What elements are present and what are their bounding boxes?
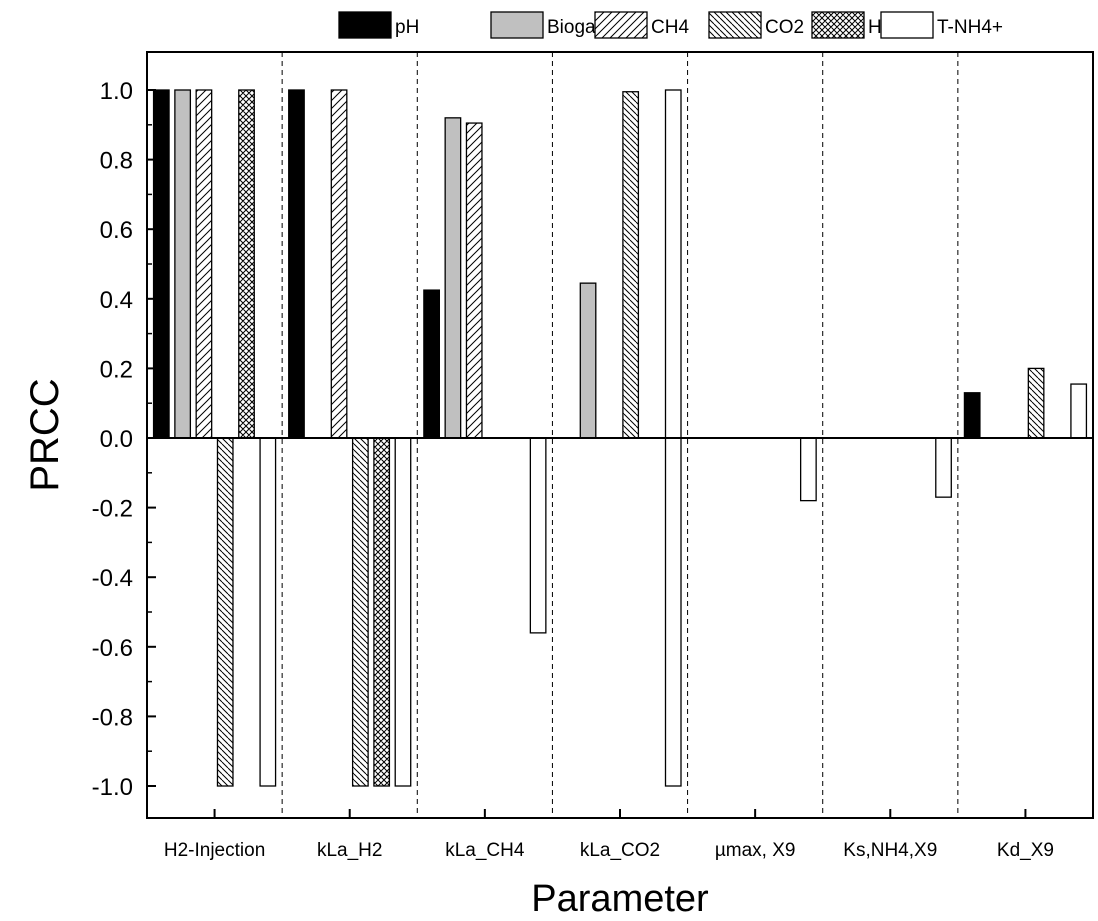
bar-ph: [423, 289, 441, 439]
bar-biogas: [444, 117, 462, 439]
bar-biogas: [579, 282, 597, 439]
x-tick-label: Kd_X9: [997, 840, 1054, 861]
x-tick-label: kLa_CH4: [445, 840, 525, 861]
x-tick-label: kLa_CO2: [580, 840, 660, 861]
legend-swatch: [490, 11, 544, 39]
y-tick-label: 0.0: [100, 426, 133, 453]
y-tick-label: 0.8: [100, 148, 133, 175]
y-tick-label: -0.8: [92, 704, 133, 731]
legend-label: T-NH4+: [937, 17, 1003, 38]
bars: [152, 89, 1088, 787]
bar-t-nh4-: [799, 437, 817, 502]
x-axis-title: Parameter: [531, 878, 709, 920]
bar-ph: [963, 392, 981, 439]
y-tick-label: 0.6: [100, 217, 133, 244]
bar-h2: [373, 437, 391, 787]
legend: pH Biogas CH4 CO2 H2 T-NH4+: [338, 11, 1003, 39]
y-axis-title: PRCC: [23, 378, 67, 491]
legend-label: pH: [395, 17, 419, 38]
bar-ch4: [330, 89, 348, 439]
legend-swatch: [338, 11, 392, 39]
bar-t-nh4-: [664, 89, 682, 439]
legend-swatch: [594, 11, 648, 39]
y-axis: -1.0 -0.8 -0.6 -0.4 -0.2 0.0 0.2 0.4 0.6 0.8 1.0: [92, 78, 156, 801]
legend-swatch: [811, 11, 865, 39]
bar-co2: [1027, 367, 1045, 439]
bar-t-nh4-: [935, 437, 952, 498]
bar-ph: [152, 89, 170, 439]
bar-t-nh4-: [529, 437, 547, 634]
legend-swatch: [708, 11, 762, 39]
legend-label: CH4: [651, 17, 689, 38]
bar-t-nh4-: [259, 437, 277, 787]
legend-swatch: [880, 11, 934, 39]
bar-co2: [216, 437, 234, 787]
x-tick-label: Ks,NH4,X9: [843, 840, 937, 861]
y-tick-label: -0.2: [92, 496, 133, 523]
bar-ch4: [195, 89, 213, 439]
bar-t-nh4-: [664, 437, 682, 787]
bar-h2: [238, 89, 255, 439]
x-tick-label: kLa_H2: [317, 840, 383, 861]
bar-t-nh4-: [1070, 383, 1088, 439]
y-tick-label: 0.2: [100, 356, 133, 383]
x-axis: H2-Injection kLa_H2 kLa_CH4 kLa_CO2 µmax, X9…: [164, 809, 1054, 861]
y-tick-label: -1.0: [92, 774, 133, 801]
x-tick-label: H2-Injection: [164, 840, 265, 861]
category-separators: [281, 52, 959, 818]
bar-co2: [622, 91, 640, 439]
y-tick-label: -0.6: [92, 635, 133, 662]
bar-t-nh4-: [394, 437, 412, 787]
bar-ph: [288, 89, 305, 439]
legend-label: Biogas: [547, 17, 605, 38]
x-tick-label: µmax, X9: [715, 840, 796, 861]
legend-label: CO2: [765, 17, 804, 38]
bar-co2: [351, 437, 369, 787]
bar-biogas: [174, 89, 192, 439]
y-tick-label: 1.0: [100, 78, 133, 105]
y-tick-label: -0.4: [92, 565, 133, 592]
bar-ch4: [465, 122, 483, 439]
y-tick-label: 0.4: [100, 287, 133, 314]
